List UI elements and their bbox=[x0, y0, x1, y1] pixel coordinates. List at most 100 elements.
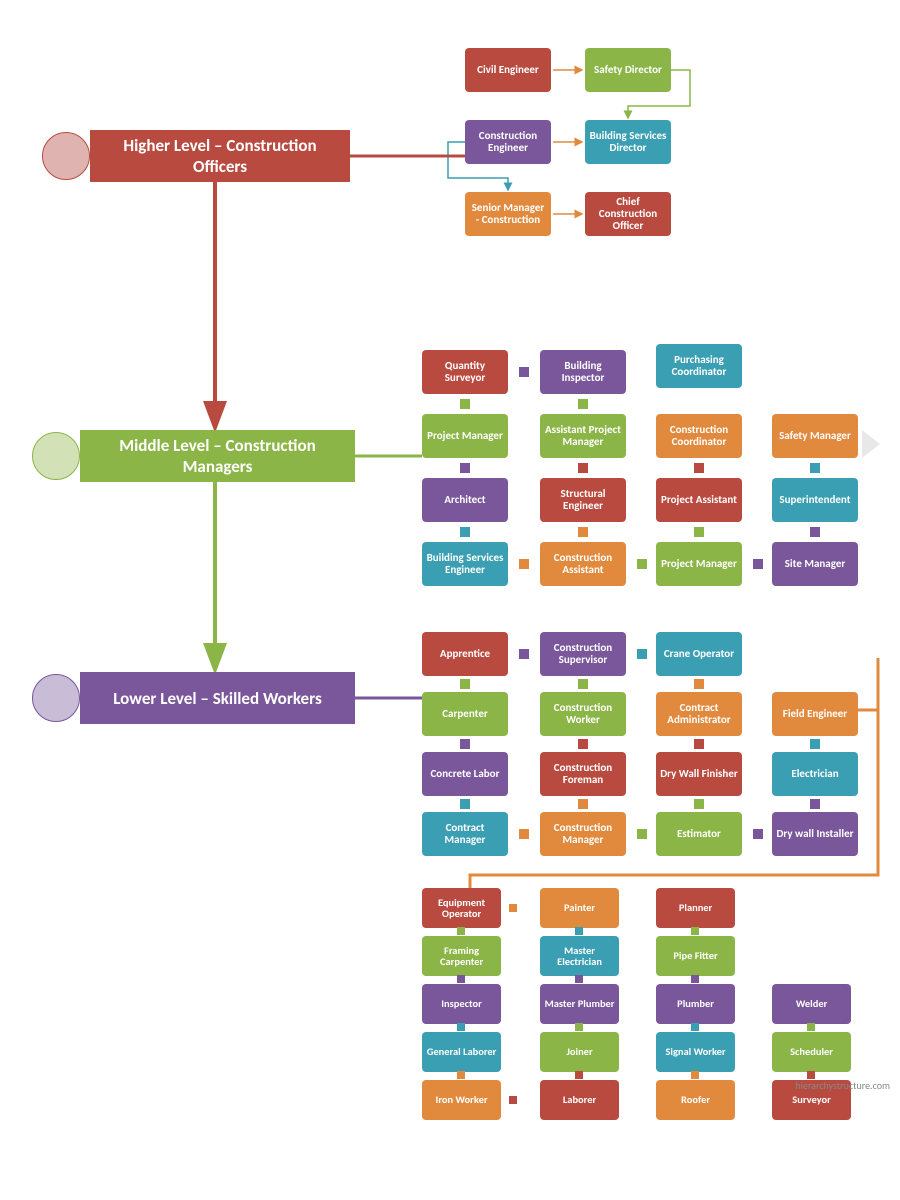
node-label: Concrete Labor bbox=[430, 768, 499, 780]
node-box: Joiner bbox=[540, 1032, 619, 1072]
node-label: Contract Administrator bbox=[660, 702, 738, 726]
connector-tab-h bbox=[519, 829, 529, 839]
node-box: Project Manager bbox=[656, 542, 742, 586]
connector-tab bbox=[691, 927, 699, 935]
node-box: Safety Director bbox=[585, 48, 671, 92]
connector-tab-h bbox=[753, 559, 763, 569]
node-label: Contract Manager bbox=[426, 822, 504, 846]
connector-tab bbox=[578, 679, 588, 689]
node-label: General Laborer bbox=[427, 1046, 497, 1057]
connector-tab bbox=[575, 975, 583, 983]
connector-tab bbox=[575, 1071, 583, 1079]
node-label: Assistant Project Manager bbox=[544, 424, 622, 448]
connector-tab bbox=[575, 1023, 583, 1031]
level-label-text: Higher Level – Construction Officers bbox=[102, 135, 338, 177]
node-label: Civil Engineer bbox=[477, 64, 539, 76]
connector-tab-h bbox=[519, 649, 529, 659]
node-label: Superintendent bbox=[779, 494, 850, 506]
connector-tab bbox=[807, 1071, 815, 1079]
connector-tab-h bbox=[509, 904, 517, 912]
node-label: Building Services Engineer bbox=[426, 552, 504, 576]
node-box: Safety Manager bbox=[772, 414, 858, 458]
node-box: Planner bbox=[656, 888, 735, 928]
node-box: Pipe Fitter bbox=[656, 936, 735, 976]
node-box: Construction Supervisor bbox=[540, 632, 626, 676]
node-box: Senior Manager - Construction bbox=[465, 192, 551, 236]
node-label: Welder bbox=[796, 998, 827, 1009]
connector-tab bbox=[810, 463, 820, 473]
level-label-lower: Lower Level – Skilled Workers bbox=[80, 672, 355, 724]
node-box: Carpenter bbox=[422, 692, 508, 736]
node-box: Electrician bbox=[772, 752, 858, 796]
level-label-text: Lower Level – Skilled Workers bbox=[113, 688, 321, 709]
node-box: Building Services Director bbox=[585, 120, 671, 164]
node-box: Construction Manager bbox=[540, 812, 626, 856]
node-label: Plumber bbox=[677, 998, 714, 1009]
node-box: Painter bbox=[540, 888, 619, 928]
node-box: Signal Worker bbox=[656, 1032, 735, 1072]
node-box: Construction Assistant bbox=[540, 542, 626, 586]
node-label: Electrician bbox=[791, 768, 838, 780]
connector-tab bbox=[691, 975, 699, 983]
level-circle bbox=[32, 674, 80, 722]
level-label-higher: Higher Level – Construction Officers bbox=[90, 130, 350, 182]
connector-tab-h bbox=[509, 1096, 517, 1104]
connector-tab bbox=[694, 463, 704, 473]
node-label: Project Assistant bbox=[661, 494, 737, 506]
node-box: Building Inspector bbox=[540, 350, 626, 394]
node-label: Apprentice bbox=[440, 648, 490, 660]
watermark: hierarchystructure.com bbox=[795, 1079, 890, 1092]
node-box: Dry wall Installer bbox=[772, 812, 858, 856]
node-label: Inspector bbox=[441, 998, 482, 1009]
node-box: Superintendent bbox=[772, 478, 858, 522]
node-box: Roofer bbox=[656, 1080, 735, 1120]
node-label: Estimator bbox=[677, 828, 721, 840]
node-label: Painter bbox=[564, 902, 595, 913]
connector-tab bbox=[460, 527, 470, 537]
node-label: Field Engineer bbox=[783, 708, 847, 720]
node-box: Welder bbox=[772, 984, 851, 1024]
node-box: Crane Operator bbox=[656, 632, 742, 676]
node-box: Chief Construction Officer bbox=[585, 192, 671, 236]
level-circle bbox=[32, 432, 80, 480]
node-box: Civil Engineer bbox=[465, 48, 551, 92]
node-label: Master Plumber bbox=[545, 998, 615, 1009]
node-box: Contract Manager bbox=[422, 812, 508, 856]
node-label: Construction Foreman bbox=[544, 762, 622, 786]
node-box: Field Engineer bbox=[772, 692, 858, 736]
node-box: Construction Engineer bbox=[465, 120, 551, 164]
node-box: Plumber bbox=[656, 984, 735, 1024]
node-box: General Laborer bbox=[422, 1032, 501, 1072]
connector-tab-h bbox=[637, 649, 647, 659]
node-label: Safety Manager bbox=[779, 430, 851, 442]
node-box: Building Services Engineer bbox=[422, 542, 508, 586]
connector-tab bbox=[460, 463, 470, 473]
node-label: Site Manager bbox=[785, 558, 846, 570]
node-box: Apprentice bbox=[422, 632, 508, 676]
node-box: Construction Foreman bbox=[540, 752, 626, 796]
node-box: Construction Coordinator bbox=[656, 414, 742, 458]
connector-tab bbox=[694, 799, 704, 809]
node-box: Quantity Surveyor bbox=[422, 350, 508, 394]
node-label: Structural Engineer bbox=[544, 488, 622, 512]
connector-tab bbox=[578, 799, 588, 809]
connector-tab bbox=[691, 1071, 699, 1079]
node-label: Construction Coordinator bbox=[660, 424, 738, 448]
node-label: Construction Supervisor bbox=[544, 642, 622, 666]
connector-tab bbox=[691, 1023, 699, 1031]
node-label: Equipment Operator bbox=[426, 897, 497, 920]
level-label-middle: Middle Level – Construction Managers bbox=[80, 430, 355, 482]
node-label: Safety Director bbox=[594, 64, 662, 76]
connector-tab bbox=[810, 527, 820, 537]
connector-tab bbox=[694, 527, 704, 537]
connector-tab bbox=[460, 679, 470, 689]
connector-tab bbox=[578, 739, 588, 749]
connector-tab bbox=[457, 1071, 465, 1079]
node-label: Quantity Surveyor bbox=[426, 360, 504, 384]
node-label: Chief Construction Officer bbox=[589, 196, 667, 232]
node-box: Contract Administrator bbox=[656, 692, 742, 736]
node-label: Dry wall Installer bbox=[776, 828, 853, 840]
node-box: Construction Worker bbox=[540, 692, 626, 736]
connector-tab bbox=[457, 927, 465, 935]
node-label: Crane Operator bbox=[664, 648, 734, 660]
